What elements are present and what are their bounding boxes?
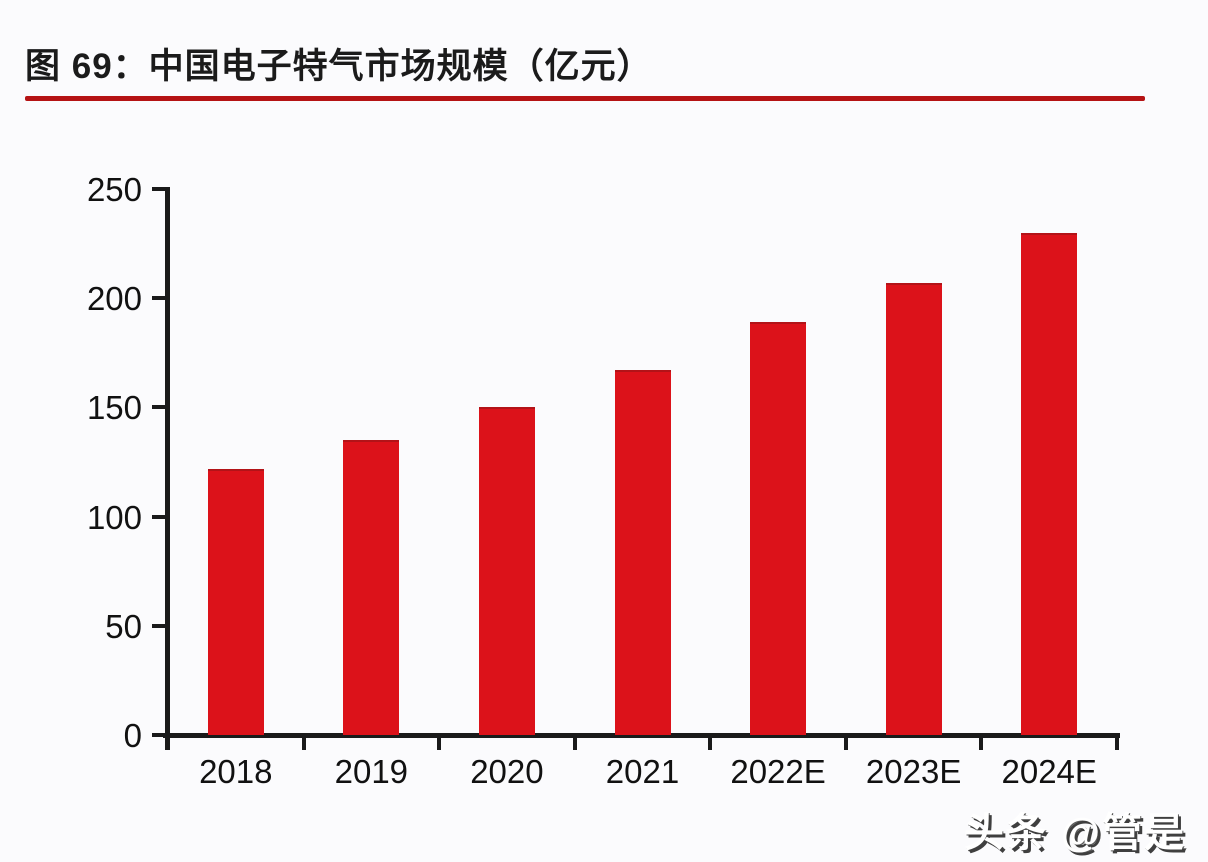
- x-axis-label-2023E: 2023E: [865, 753, 962, 790]
- y-axis-tick: [152, 187, 166, 191]
- bar-2020: [478, 407, 535, 735]
- x-axis-tick: [843, 737, 848, 750]
- y-axis-tick: [152, 296, 166, 301]
- y-axis-tick-label: 250: [86, 171, 142, 208]
- x-axis-tick: [1115, 737, 1119, 750]
- x-axis-tick: [437, 737, 442, 750]
- figure-title: 图 69：中国电子特气市场规模（亿元）: [25, 47, 653, 86]
- x-axis-tick: [572, 737, 577, 750]
- x-axis-tick: [708, 737, 713, 750]
- bar-2019: [343, 440, 400, 735]
- title-underline-rule: [25, 96, 1145, 101]
- x-axis-label-2019: 2019: [334, 753, 409, 790]
- x-axis-label-2020: 2020: [470, 753, 544, 790]
- x-axis-line: [163, 733, 1120, 738]
- bar-2022E: [750, 322, 807, 735]
- bar-2024E: [1021, 232, 1078, 735]
- y-axis-tick-label: 0: [123, 717, 142, 754]
- y-axis-line: [165, 187, 170, 750]
- x-axis-label-2022E: 2022E: [730, 753, 826, 790]
- y-axis-tick: [152, 514, 166, 519]
- x-axis-label-2021: 2021: [605, 753, 680, 790]
- x-axis-label-2018: 2018: [199, 753, 273, 790]
- watermark-toutiao: 头条 @管是: [963, 811, 1186, 855]
- y-axis-tick: [152, 733, 166, 737]
- y-axis-tick: [152, 623, 166, 628]
- y-axis-tick-label: 200: [86, 280, 142, 318]
- x-axis-tick: [979, 737, 984, 750]
- bar-2023E: [885, 282, 942, 735]
- x-axis-label-2024E: 2024E: [1001, 753, 1097, 790]
- y-axis-tick-label: 150: [86, 389, 142, 427]
- y-axis-tick: [152, 405, 166, 410]
- y-axis-tick-label: 50: [105, 607, 142, 645]
- x-axis-tick: [301, 737, 306, 750]
- y-axis-tick-label: 100: [86, 498, 142, 536]
- bar-2018: [207, 468, 264, 735]
- bar-2021: [614, 370, 671, 735]
- x-axis-tick: [166, 737, 170, 750]
